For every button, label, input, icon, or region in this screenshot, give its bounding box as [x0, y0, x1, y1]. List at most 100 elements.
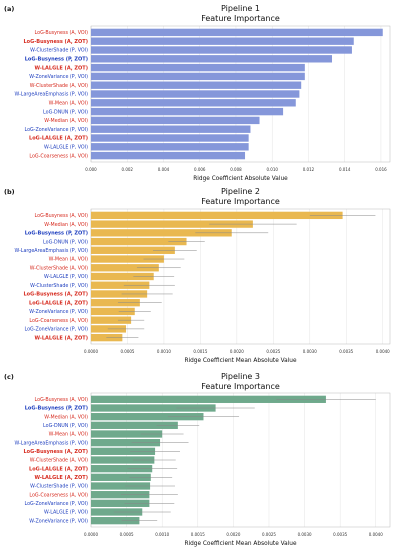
category-label: W-Mean (A, VOI) — [49, 432, 88, 438]
x-tick-label: 0.0015 — [193, 349, 207, 354]
bar — [91, 421, 178, 429]
category-label: LoG-Busyness (A, VOI) — [35, 213, 89, 219]
x-tick-label: 0.0010 — [155, 532, 169, 537]
panel-letter: (b) — [4, 188, 15, 196]
x-tick-label: 0.0000 — [84, 349, 98, 354]
category-label: LoG-Coarseness (A, VOI) — [29, 153, 88, 159]
category-label: LoG-ZoneVariance (P, VOI) — [24, 327, 88, 333]
category-label: LoG-LALGLE (A, ZOT) — [29, 136, 88, 142]
category-label: W-ClusterShade (A, VOI) — [30, 458, 88, 464]
bar — [91, 246, 175, 254]
bar — [91, 517, 140, 525]
x-tick-label: 0.0020 — [230, 349, 244, 354]
bar — [91, 46, 352, 54]
x-tick-label: 0.0025 — [262, 532, 276, 537]
bar — [91, 307, 135, 316]
category-label: W-ClusterShade (P, VOI) — [30, 484, 88, 490]
category-label: LoG-Busyness (A, VOI) — [35, 397, 89, 403]
category-label: W-Mean (A, VOI) — [49, 101, 88, 107]
chart-subtitle: Feature Importance — [201, 197, 280, 206]
x-axis-label: Ridge Coefficient Mean Absolute Value — [184, 541, 296, 547]
x-tick-label: 0.0035 — [339, 349, 353, 354]
bar — [91, 316, 132, 324]
x-tick-label: 0.0010 — [157, 349, 171, 354]
bar — [91, 237, 187, 246]
category-label: LoG-ZoneVariance (P, VOI) — [24, 127, 88, 133]
category-label: LoG-DNUN (P, VOI) — [43, 109, 88, 115]
bar — [91, 28, 383, 37]
x-tick-label: 0.004 — [158, 167, 170, 172]
bar — [91, 404, 216, 412]
x-tick-label: 0.012 — [303, 167, 315, 172]
category-label: W-LALGLE (A, ZOT) — [34, 475, 88, 481]
bar — [91, 229, 232, 237]
category-label: W-Median (A, VOI) — [44, 222, 88, 228]
category-label: W-ClusterShade (P, VOI) — [30, 283, 88, 289]
category-label: W-LALGLE (A, ZOT) — [34, 65, 88, 71]
category-label: W-ClusterShade (P, VOI) — [30, 48, 88, 54]
category-label: W-LargeAreaEmphasis (P, VOI) — [15, 440, 89, 446]
bar — [91, 281, 150, 289]
category-label: LoG-Busyness (A, ZOT) — [23, 292, 88, 298]
x-tick-label: 0.000 — [85, 167, 97, 172]
category-label: W-LALGLE (P, VOI) — [44, 145, 88, 151]
bar — [91, 430, 163, 438]
bar — [91, 482, 151, 490]
category-label: LoG-Coarseness (A, VOI) — [29, 318, 88, 324]
category-label: W-LALGLE (A, ZOT) — [34, 335, 88, 341]
panel-letter: (a) — [4, 5, 14, 13]
category-label: W-LargeAreaEmphasis (P, VOI) — [15, 248, 89, 254]
bar — [91, 456, 155, 464]
panel-letter: (c) — [4, 373, 14, 381]
x-tick-label: 0.006 — [194, 167, 206, 172]
bar — [91, 299, 140, 307]
x-tick-label: 0.0040 — [369, 532, 383, 537]
x-tick-label: 0.0030 — [303, 349, 317, 354]
category-label: LoG-DNUN (P, VOI) — [43, 423, 88, 429]
x-tick-label: 0.014 — [339, 167, 351, 172]
bar — [91, 72, 305, 81]
category-label: LoG-Busyness (A, ZOT) — [23, 449, 88, 455]
chart-subtitle: Feature Importance — [201, 14, 280, 23]
bar — [91, 290, 148, 298]
bar — [91, 143, 249, 151]
category-label: W-LargeAreaEmphasis (P, VOI) — [15, 92, 89, 98]
chart-subtitle: Feature Importance — [201, 382, 280, 391]
bar — [91, 107, 284, 116]
x-tick-label: 0.0015 — [191, 532, 205, 537]
x-tick-label: 0.0005 — [120, 532, 134, 537]
category-label: W-Median (A, VOI) — [44, 414, 88, 420]
category-label: LoG-Busyness (A, ZOT) — [23, 39, 88, 45]
chart-title: Pipeline 3 — [221, 372, 260, 381]
category-label: W-LALGLE (P, VOI) — [44, 510, 88, 516]
category-label: W-LALGLE (P, VOI) — [44, 274, 88, 280]
x-tick-label: 0.0005 — [120, 349, 134, 354]
bar — [91, 81, 302, 89]
bar — [91, 90, 300, 98]
bar — [91, 447, 156, 455]
category-label: W-ClusterShade (A, VOI) — [30, 265, 88, 271]
x-tick-label: 0.0025 — [266, 349, 280, 354]
bar — [91, 211, 343, 220]
category-label: W-Mean (A, VOI) — [49, 257, 88, 263]
bar — [91, 125, 251, 133]
x-axis-label: Ridge Coefficient Absolute Value — [193, 176, 288, 182]
category-label: LoG-Busyness (P, ZOT) — [25, 231, 88, 237]
x-tick-label: 0.016 — [375, 167, 387, 172]
category-label: LoG-LALGLE (A, ZOT) — [29, 300, 88, 306]
x-tick-label: 0.010 — [266, 167, 278, 172]
bar — [91, 151, 246, 160]
bar — [91, 37, 354, 45]
chart-title: Pipeline 2 — [221, 187, 260, 196]
bar — [91, 473, 151, 481]
bar — [91, 55, 333, 63]
x-axis-label: Ridge Coefficient Mean Absolute Value — [184, 358, 296, 364]
category-label: W-ZoneVariance (P, VOI) — [29, 309, 88, 315]
category-label: LoG-Busyness (A, VOI) — [35, 30, 89, 36]
bar — [91, 439, 161, 447]
category-label: LoG-ZoneVariance (P, VOI) — [24, 501, 88, 507]
bar — [91, 413, 204, 421]
category-label: W-ZoneVariance (P, VOI) — [29, 518, 88, 524]
